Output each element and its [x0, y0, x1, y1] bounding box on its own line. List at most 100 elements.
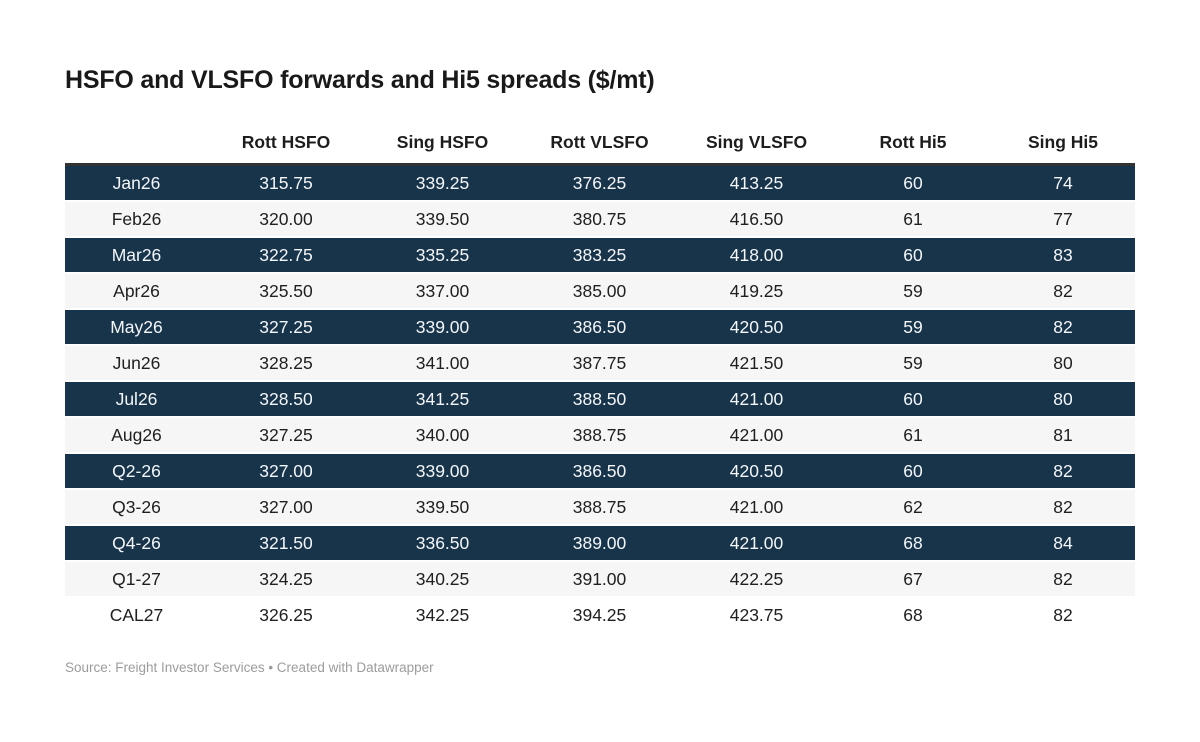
column-header: Rott VLSFO — [521, 132, 678, 166]
table-cell: 339.25 — [364, 164, 521, 202]
table-cell: 315.75 — [208, 164, 364, 202]
row-label: Q3-26 — [65, 489, 208, 526]
table-row: Q2-26 327.00 339.00 386.50 420.50 60 82 — [65, 453, 1135, 490]
row-label: Q4-26 — [65, 525, 208, 562]
table-cell: 82 — [991, 597, 1135, 632]
table-cell: 394.25 — [521, 597, 678, 632]
table-cell: 62 — [835, 489, 991, 526]
table-cell: 385.00 — [521, 273, 678, 310]
table-cell: 67 — [835, 561, 991, 598]
table-cell: 82 — [991, 309, 1135, 346]
table-cell: 68 — [835, 597, 991, 632]
table-cell: 421.50 — [678, 345, 835, 382]
table-cell: 83 — [991, 237, 1135, 274]
table-cell: 423.75 — [678, 597, 835, 632]
table-cell: 340.00 — [364, 417, 521, 454]
table-cell: 324.25 — [208, 561, 364, 598]
table-cell: 376.25 — [521, 164, 678, 202]
table-cell: 416.50 — [678, 201, 835, 238]
table-row: May26 327.25 339.00 386.50 420.50 59 82 — [65, 309, 1135, 346]
row-label: Q2-26 — [65, 453, 208, 490]
table-row: Aug26 327.25 340.00 388.75 421.00 61 81 — [65, 417, 1135, 454]
table-cell: 80 — [991, 345, 1135, 382]
table-cell: 391.00 — [521, 561, 678, 598]
table-cell: 327.00 — [208, 453, 364, 490]
table-cell: 328.50 — [208, 381, 364, 418]
table-cell: 420.50 — [678, 309, 835, 346]
table-cell: 420.50 — [678, 453, 835, 490]
table-cell: 388.50 — [521, 381, 678, 418]
table-cell: 82 — [991, 489, 1135, 526]
table-cell: 339.00 — [364, 309, 521, 346]
table-cell: 421.00 — [678, 525, 835, 562]
column-header: Sing HSFO — [364, 132, 521, 166]
table-cell: 339.50 — [364, 201, 521, 238]
row-label: Aug26 — [65, 417, 208, 454]
table-cell: 80 — [991, 381, 1135, 418]
table-row: Q1-27 324.25 340.25 391.00 422.25 67 82 — [65, 561, 1135, 598]
table-cell: 82 — [991, 561, 1135, 598]
row-label: Feb26 — [65, 201, 208, 238]
table-cell: 388.75 — [521, 417, 678, 454]
table-cell: 325.50 — [208, 273, 364, 310]
table-cell: 327.00 — [208, 489, 364, 526]
table-cell: 61 — [835, 417, 991, 454]
table-cell: 59 — [835, 309, 991, 346]
row-label: Mar26 — [65, 237, 208, 274]
table-body: Jan26 315.75 339.25 376.25 413.25 60 74 Feb26 32… — [65, 164, 1135, 632]
table-cell: 81 — [991, 417, 1135, 454]
table-row: Mar26 322.75 335.25 383.25 418.00 60 83 — [65, 237, 1135, 274]
table-cell: 68 — [835, 525, 991, 562]
table-cell: 84 — [991, 525, 1135, 562]
table-cell: 380.75 — [521, 201, 678, 238]
table-row: Q4-26 321.50 336.50 389.00 421.00 68 84 — [65, 525, 1135, 562]
row-label: Jun26 — [65, 345, 208, 382]
table-cell: 328.25 — [208, 345, 364, 382]
table-cell: 421.00 — [678, 489, 835, 526]
header-row: Rott HSFO Sing HSFO Rott VLSFO Sing VLSFO Ro… — [65, 132, 1135, 166]
row-label: Jul26 — [65, 381, 208, 418]
table-cell: 74 — [991, 164, 1135, 202]
table-row: Jun26 328.25 341.00 387.75 421.50 59 80 — [65, 345, 1135, 382]
chart-title: HSFO and VLSFO forwards and Hi5 spreads … — [65, 66, 655, 94]
row-label: Q1-27 — [65, 561, 208, 598]
table-cell: 335.25 — [364, 237, 521, 274]
table-cell: 61 — [835, 201, 991, 238]
table-cell: 386.50 — [521, 309, 678, 346]
column-header: Rott Hi5 — [835, 132, 991, 166]
table-cell: 341.25 — [364, 381, 521, 418]
chart-container: HSFO and VLSFO forwards and Hi5 spreads … — [65, 0, 1135, 675]
row-label: Jan26 — [65, 164, 208, 202]
table-cell: 320.00 — [208, 201, 364, 238]
table-cell: 60 — [835, 453, 991, 490]
table-cell: 383.25 — [521, 237, 678, 274]
table-cell: 340.25 — [364, 561, 521, 598]
table-row: Jul26 328.50 341.25 388.50 421.00 60 80 — [65, 381, 1135, 418]
table-cell: 339.00 — [364, 453, 521, 490]
row-label: Apr26 — [65, 273, 208, 310]
table-cell: 422.25 — [678, 561, 835, 598]
table-cell: 339.50 — [364, 489, 521, 526]
table-cell: 342.25 — [364, 597, 521, 632]
table-cell: 82 — [991, 273, 1135, 310]
table-cell: 386.50 — [521, 453, 678, 490]
row-label: May26 — [65, 309, 208, 346]
table-cell: 413.25 — [678, 164, 835, 202]
table-cell: 421.00 — [678, 417, 835, 454]
table-cell: 337.00 — [364, 273, 521, 310]
table-row: Jan26 315.75 339.25 376.25 413.25 60 74 — [65, 164, 1135, 202]
source-note: Source: Freight Investor Services • Crea… — [65, 660, 434, 675]
table-cell: 59 — [835, 345, 991, 382]
table-cell: 341.00 — [364, 345, 521, 382]
table-cell: 77 — [991, 201, 1135, 238]
row-label: CAL27 — [65, 597, 208, 632]
table-cell: 387.75 — [521, 345, 678, 382]
table-cell: 60 — [835, 164, 991, 202]
table-cell: 421.00 — [678, 381, 835, 418]
table-cell: 326.25 — [208, 597, 364, 632]
table-cell: 82 — [991, 453, 1135, 490]
table-cell: 418.00 — [678, 237, 835, 274]
table-row: Apr26 325.50 337.00 385.00 419.25 59 82 — [65, 273, 1135, 310]
table-cell: 327.25 — [208, 309, 364, 346]
table-cell: 59 — [835, 273, 991, 310]
